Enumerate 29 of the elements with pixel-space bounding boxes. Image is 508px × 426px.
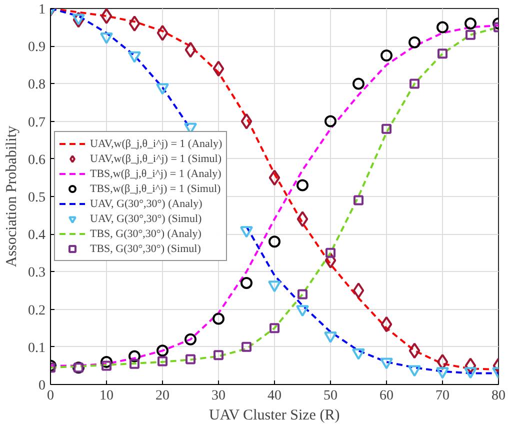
y-tick-label: 0 — [38, 378, 46, 394]
y-axis-title: Association Probability — [4, 125, 20, 268]
legend-label: TBS, G(30°,30°) (Analy) — [90, 226, 202, 241]
x-tick-label: 10 — [100, 388, 114, 404]
legend-label: UAV,w(β_j,θ_i^j) = 1 (Simul) — [90, 152, 222, 166]
y-tick-label: 0.8 — [28, 78, 46, 93]
x-tick-label: 50 — [324, 388, 338, 404]
legend-label: TBS, G(30°,30°) (Simul) — [90, 242, 201, 256]
y-tick-label: 0.9 — [28, 40, 46, 56]
y-tick-label: 0.5 — [28, 190, 46, 206]
x-tick-label: 70 — [436, 388, 450, 404]
x-tick-label: 40 — [268, 388, 282, 404]
x-tick-label: 80 — [492, 388, 506, 404]
legend-label: TBS,w(β_j,θ_i^j) = 1 (Simul) — [90, 182, 221, 196]
y-tick-label: 0.7 — [28, 115, 46, 130]
y-tick-label: 1 — [38, 2, 46, 18]
y-tick-label: 0.1 — [28, 340, 46, 356]
legend-label: UAV,w(β_j,θ_i^j) = 1 (Analy) — [90, 136, 222, 151]
y-tick-label: 0.4 — [28, 228, 46, 244]
legend-label: UAV, G(30°,30°) (Analy) — [90, 196, 202, 211]
legend-label: TBS,w(β_j,θ_i^j) = 1 (Analy) — [90, 166, 222, 181]
x-tick-label: 20 — [156, 388, 170, 404]
x-axis-title: UAV Cluster Size (R) — [209, 408, 340, 424]
y-tick-label: 0.3 — [28, 266, 46, 281]
x-tick-label: 60 — [380, 388, 394, 404]
y-tick-label: 0.6 — [28, 152, 46, 168]
legend-label: UAV, G(30°,30°) (Simul) — [90, 212, 202, 226]
y-tick-label: 0.2 — [28, 303, 46, 318]
x-tick-label: 30 — [212, 388, 226, 404]
